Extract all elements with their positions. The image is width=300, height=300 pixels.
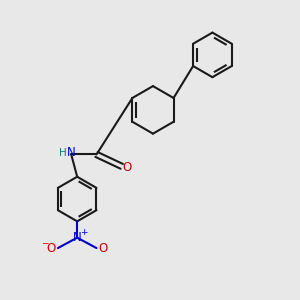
Text: O: O xyxy=(47,242,56,255)
Text: O: O xyxy=(98,242,108,255)
Text: N: N xyxy=(73,231,82,244)
Text: O: O xyxy=(122,161,132,174)
Text: H: H xyxy=(59,148,67,158)
Text: −: − xyxy=(41,238,48,247)
Text: N: N xyxy=(67,146,76,159)
Text: +: + xyxy=(80,228,88,237)
